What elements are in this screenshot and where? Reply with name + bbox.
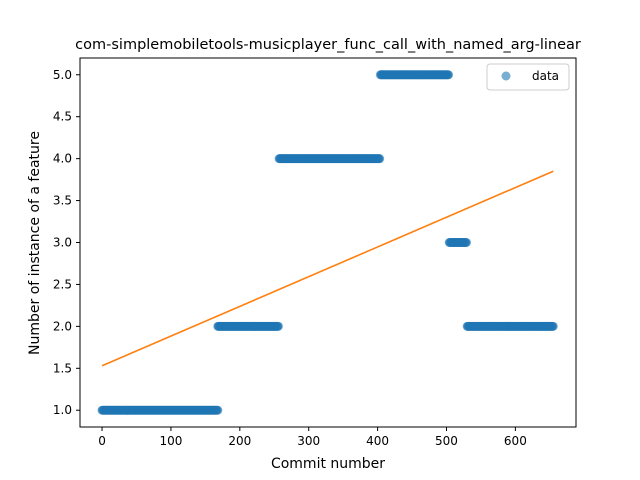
data-point	[461, 238, 471, 247]
data-point	[375, 154, 385, 164]
x-tick-label: 300	[297, 434, 320, 448]
chart-title: com-simplemobiletools-musicplayer_func_c…	[75, 37, 581, 53]
fit-line	[101, 170, 554, 367]
x-tick-label: 600	[504, 434, 527, 448]
x-tick-label: 500	[435, 434, 458, 448]
legend-marker	[501, 71, 511, 81]
y-tick-label: 2.5	[53, 277, 72, 291]
y-tick-label: 2.0	[53, 319, 72, 333]
data-points	[97, 70, 558, 415]
y-tick-label: 1.0	[53, 403, 72, 417]
legend-frame	[486, 63, 570, 91]
x-tick-label: 100	[159, 434, 182, 448]
x-tick-label: 0	[98, 434, 106, 448]
axes: 0 100 200 300 400 500 600 1.0 1.5 2.0 2.5 3.0 3.5 4.0…	[53, 57, 577, 448]
x-tick-label: 400	[366, 434, 389, 448]
y-tick-label: 3.0	[53, 236, 72, 250]
y-tick-label: 4.5	[53, 110, 72, 124]
y-tick-label: 1.5	[53, 361, 72, 375]
y-tick-label: 4.0	[53, 152, 72, 166]
data-point	[213, 405, 223, 415]
legend: data	[486, 63, 570, 91]
data-point	[273, 321, 283, 331]
x-axis-label: Commit number	[271, 456, 385, 472]
legend-label-data: data	[532, 69, 559, 83]
y-axis-label: Number of instance of a feature	[27, 131, 43, 355]
x-tick-label: 200	[228, 434, 251, 448]
data-point	[444, 70, 454, 80]
y-tick-label: 5.0	[53, 68, 72, 82]
y-tick-label: 3.5	[53, 194, 72, 208]
plot-area	[97, 70, 558, 415]
data-point	[548, 321, 558, 331]
